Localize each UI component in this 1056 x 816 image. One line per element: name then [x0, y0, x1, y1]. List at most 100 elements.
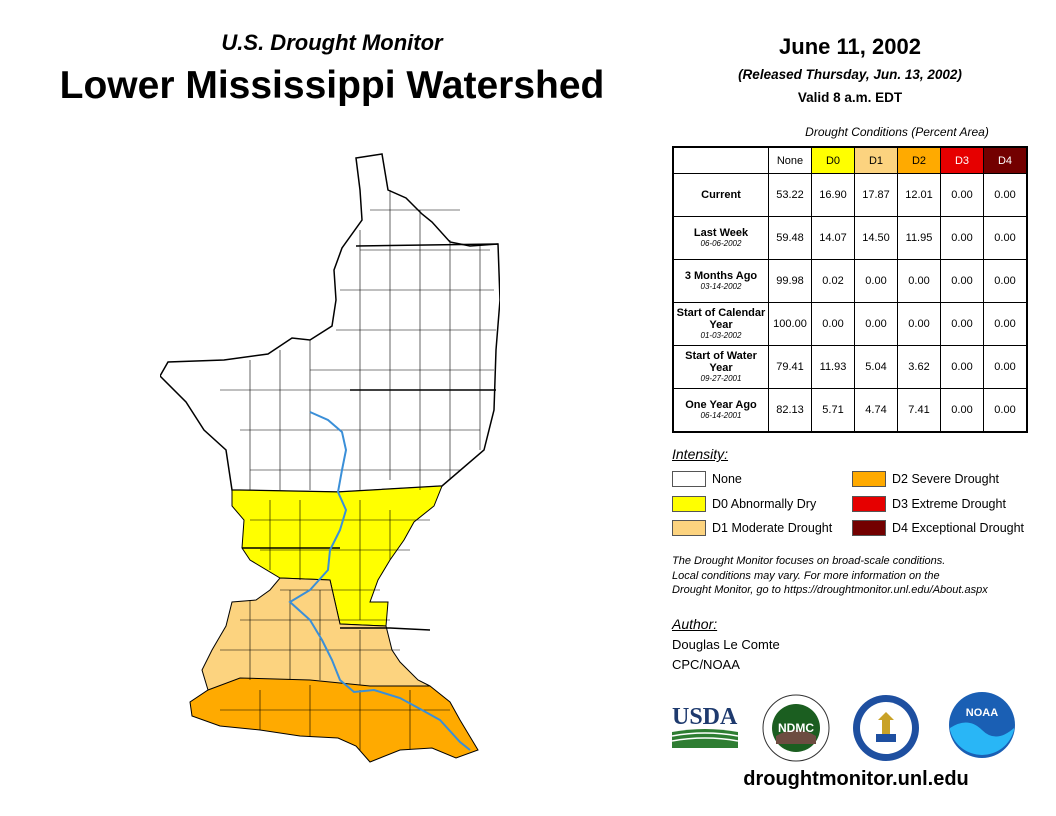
legend-swatch	[852, 471, 886, 487]
column-header-d2: D2	[897, 146, 941, 174]
row-date: 06-14-2001	[700, 411, 742, 420]
table-cell: 0.00	[854, 259, 898, 303]
legend-label: D3 Extreme Drought	[892, 497, 1006, 511]
legend-label: None	[712, 472, 742, 486]
watershed-outline	[160, 153, 500, 493]
table-header-row: None D0 D1 D2 D3 D4	[673, 146, 1028, 174]
row-label: Current	[672, 173, 769, 217]
table-cell: 0.00	[897, 302, 941, 346]
d1-region	[201, 577, 431, 691]
column-header-none: None	[768, 146, 812, 174]
legend-item-none: None	[672, 471, 742, 487]
note-line: Local conditions may vary. For more info…	[672, 569, 940, 582]
table-row: One Year Ago 06-14-2001 82.13 5.71 4.74 7…	[672, 388, 1028, 433]
note-line: The Drought Monitor focuses on broad-sca…	[672, 555, 946, 567]
legend-swatch	[672, 520, 706, 536]
page-title: Lower Mississippi Watershed	[59, 64, 605, 107]
legend-item-d4: D4 Exceptional Drought	[852, 520, 1024, 536]
author-title: Author:	[672, 616, 718, 632]
county-lines	[220, 190, 496, 750]
table-row: 3 Months Ago 03-14-2002 99.98 0.02 0.00 0…	[672, 259, 1028, 303]
table-cell: 14.50	[854, 216, 898, 260]
legend-item-d1: D1 Moderate Drought	[672, 520, 832, 536]
noaa-logo-text: NOAA	[966, 707, 998, 719]
table-cell: 11.95	[897, 216, 941, 260]
table-cell: 5.04	[854, 345, 898, 389]
ndmc-logo-text: NDMC	[778, 721, 814, 735]
table-cell: 99.98	[768, 259, 812, 303]
author-org: CPC/NOAA	[672, 657, 740, 672]
row-label-text: 3 Months Ago	[684, 270, 758, 282]
row-label-text: Current	[701, 189, 741, 201]
legend-label: D1 Moderate Drought	[712, 521, 833, 535]
legend-item-d3: D3 Extreme Drought	[852, 496, 1006, 512]
table-cell: 0.00	[940, 173, 984, 217]
table-cell: 7.41	[897, 388, 941, 433]
table-cell: 0.00	[811, 302, 855, 346]
commerce-seal-logo	[853, 695, 919, 761]
legend-label: D4 Exceptional Drought	[892, 521, 1025, 535]
d2-region	[189, 677, 479, 763]
table-cell: 0.00	[983, 259, 1028, 303]
column-header-d0: D0	[811, 146, 855, 174]
table-row: Last Week 06-06-2002 59.48 14.07 14.50 11…	[672, 216, 1028, 260]
row-label: Start of Calendar Year 01-03-2002	[672, 302, 769, 346]
table-cell: 16.90	[811, 173, 855, 217]
table-cell: 0.00	[940, 302, 984, 346]
table-cell: 4.74	[854, 388, 898, 433]
legend-title: Intensity:	[672, 446, 729, 462]
usda-logo-text: USDA	[672, 704, 738, 730]
table-cell: 0.00	[983, 173, 1028, 217]
table-cell: 0.00	[983, 302, 1028, 346]
legend-item-d0: D0 Abnormally Dry	[672, 496, 816, 512]
table-cell: 11.93	[811, 345, 855, 389]
table-cell: 0.00	[983, 345, 1028, 389]
table-cell: 14.07	[811, 216, 855, 260]
noaa-logo: NOAA	[949, 692, 1015, 758]
note-line: Drought Monitor, go to https://droughtmo…	[672, 584, 988, 596]
release-date: (Released Thursday, Jun. 13, 2002)	[738, 67, 962, 82]
table-cell: 0.00	[983, 216, 1028, 260]
table-cell: 59.48	[768, 216, 812, 260]
table-cell: 0.00	[940, 345, 984, 389]
table-cell: 0.00	[983, 388, 1028, 433]
table-caption: Drought Conditions (Percent Area)	[805, 125, 989, 139]
row-label: One Year Ago 06-14-2001	[672, 388, 769, 433]
table-cell: 12.01	[897, 173, 941, 217]
legend-item-d2: D2 Severe Drought	[852, 471, 999, 487]
legend-label: D0 Abnormally Dry	[712, 497, 817, 511]
table-cell: 0.00	[940, 259, 984, 303]
row-label: Start of Water Year 09-27-2001	[672, 345, 769, 389]
drought-map	[160, 153, 500, 763]
map-date: June 11, 2002	[779, 34, 921, 59]
table-row: Current 53.22 16.90 17.87 12.01 0.00 0.0…	[672, 173, 1028, 217]
row-date: 03-14-2002	[700, 282, 742, 291]
table-corner	[673, 147, 769, 174]
row-label-text: Start of Water Year	[685, 350, 757, 374]
table-cell: 17.87	[854, 173, 898, 217]
row-label: Last Week 06-06-2002	[672, 216, 769, 260]
map-subtitle: U.S. Drought Monitor	[221, 30, 443, 55]
state-boundaries	[242, 243, 499, 631]
table-row: Start of Calendar Year 01-03-2002 100.00 …	[672, 302, 1028, 346]
legend-swatch	[672, 471, 706, 487]
row-date: 06-06-2002	[700, 239, 742, 248]
table-cell: 0.00	[854, 302, 898, 346]
usda-logo: USDA	[672, 704, 738, 748]
column-header-d1: D1	[854, 146, 898, 174]
drought-conditions-table: None D0 D1 D2 D3 D4 Current 53.22 16.90 …	[672, 146, 1028, 433]
table-cell: 0.00	[940, 216, 984, 260]
legend-swatch	[672, 496, 706, 512]
table-cell: 3.62	[897, 345, 941, 389]
table-cell: 0.00	[897, 259, 941, 303]
legend-swatch	[852, 496, 886, 512]
valid-time: Valid 8 a.m. EDT	[797, 90, 903, 105]
column-header-d4: D4	[983, 146, 1028, 174]
legend-swatch	[852, 520, 886, 536]
row-label-text: Last Week	[693, 227, 749, 239]
table-cell: 0.00	[940, 388, 984, 433]
website-link[interactable]: droughtmonitor.unl.edu	[743, 768, 969, 790]
table-cell: 82.13	[768, 388, 812, 433]
table-row: Start of Water Year 09-27-2001 79.41 11.9…	[672, 345, 1028, 389]
row-date: 01-03-2002	[700, 331, 742, 340]
